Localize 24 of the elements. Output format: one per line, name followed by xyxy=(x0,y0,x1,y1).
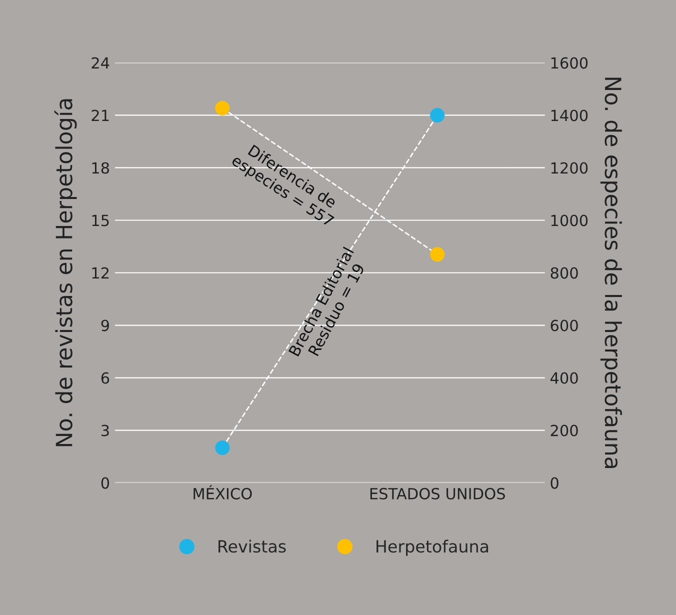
y-tick-label: 18 xyxy=(92,162,110,174)
y-tick-label: 3 xyxy=(102,424,109,436)
y2-tick-label: 400 xyxy=(550,372,578,384)
legend-label: Herpetofauna xyxy=(376,540,488,556)
y2-tick-label: 1000 xyxy=(551,214,588,226)
y-axis-title: No. de revistas en Herpetología xyxy=(54,99,77,446)
y2-tick-label: 600 xyxy=(550,320,578,332)
y-tick-label: 15 xyxy=(92,214,109,226)
y-tick-label: 24 xyxy=(92,57,110,69)
y-tick-label: 12 xyxy=(92,267,109,279)
y2-tick-label: 200 xyxy=(550,424,578,436)
y-tick-label: 9 xyxy=(101,320,109,332)
legend-label: Revistas xyxy=(218,540,286,553)
y2-tick-label: 800 xyxy=(550,267,578,279)
y-tick-label: 6 xyxy=(101,372,110,384)
y2-tick-label: 1400 xyxy=(551,110,588,122)
y-tick-label: 21 xyxy=(92,110,109,122)
x-tick-label: MÉXICO xyxy=(194,485,252,500)
x-tick-label: ESTADOS UNIDOS xyxy=(370,488,505,500)
y-tick-label: 0 xyxy=(101,477,110,489)
y2-tick-label: 1200 xyxy=(551,162,588,174)
y2-tick-label: 1600 xyxy=(551,57,588,69)
y2-axis-title: No. de especies de la herpetofauna xyxy=(600,78,622,468)
y2-tick-label: 0 xyxy=(550,477,558,489)
